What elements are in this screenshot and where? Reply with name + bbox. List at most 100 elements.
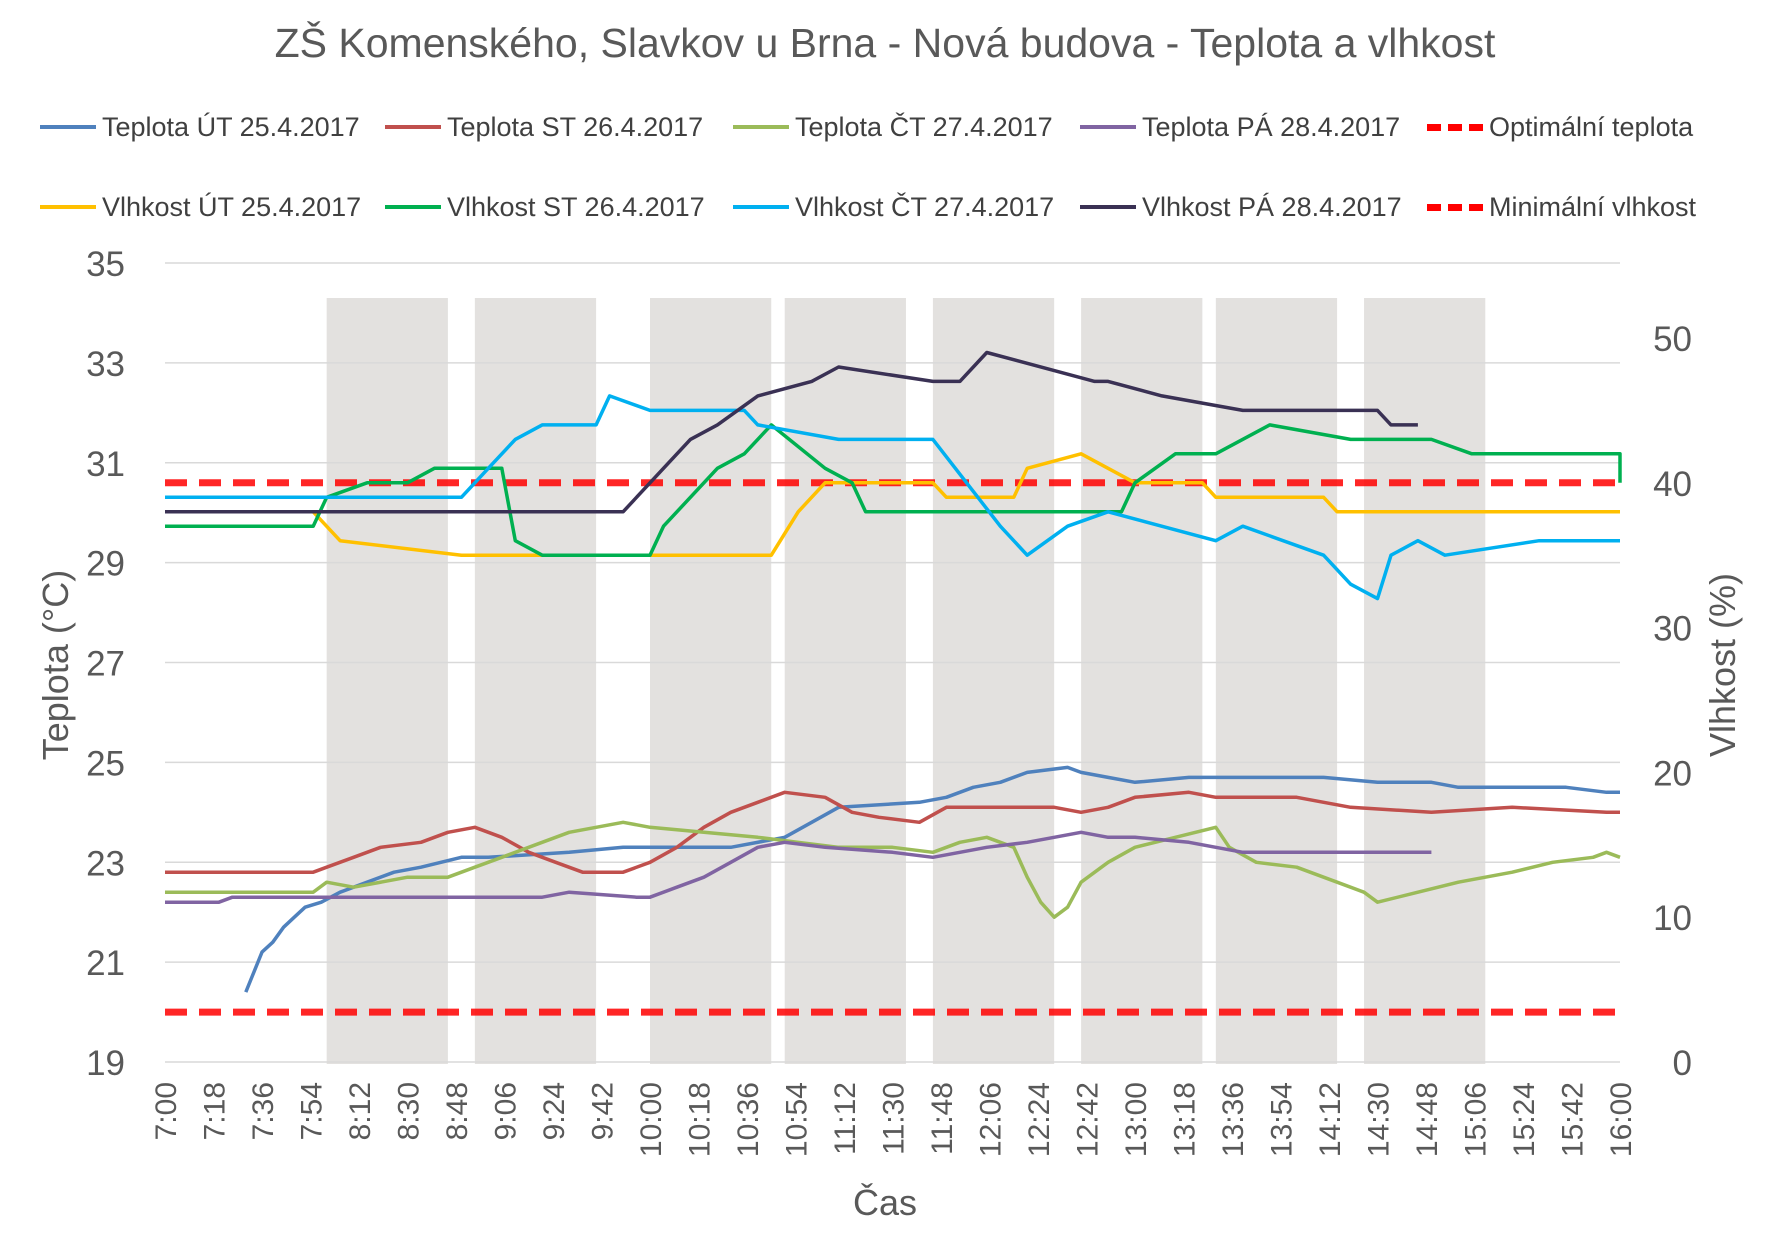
legend-swatch <box>1080 125 1136 129</box>
y-left-tick-label: 25 <box>86 744 125 783</box>
x-tick-label: 7:00 <box>150 1082 183 1140</box>
lesson-bands <box>326 298 1486 1064</box>
lesson-band-6 <box>1081 298 1203 1064</box>
x-tick-label: 12:42 <box>1072 1082 1105 1157</box>
legend-item: Vlhkost ST 26.4.2017 <box>385 187 705 227</box>
y-left-tick-label: 31 <box>86 445 125 484</box>
legend-label: Teplota ÚT 25.4.2017 <box>102 111 360 142</box>
x-tick-label: 16:00 <box>1605 1082 1638 1157</box>
gridlines <box>165 262 1620 1063</box>
x-tick-label: 10:00 <box>635 1082 668 1157</box>
legend-swatch <box>733 205 789 209</box>
lesson-band-1 <box>326 298 448 1064</box>
lesson-band-4 <box>784 298 906 1064</box>
x-tick-label: 13:36 <box>1217 1082 1250 1157</box>
y2-axis-label: Vlhkost (%) <box>1702 573 1743 757</box>
legend-label: Vlhkost ST 26.4.2017 <box>447 191 705 222</box>
y-left-tick-label: 19 <box>86 1044 125 1083</box>
x-axis-ticks: 7:00 7:18 7:36 7:54 8:12 8:30 8:48 9:06 9:24 9:42… <box>150 1082 1638 1157</box>
x-tick-label: 9:24 <box>538 1082 571 1140</box>
x-tick-label: 7:18 <box>199 1082 232 1140</box>
y-right-tick-label: 50 <box>1653 320 1692 359</box>
x-tick-label: 7:36 <box>247 1082 280 1140</box>
legend-item: Optimální teplota <box>1427 107 1693 147</box>
legend-item: Vlhkost PÁ 28.4.2017 <box>1080 187 1402 227</box>
y-right-tick-label: 10 <box>1653 899 1692 938</box>
legend-item: Vlhkost ČT 27.4.2017 <box>733 187 1054 227</box>
x-tick-label: 10:54 <box>781 1082 814 1157</box>
x-tick-label: 13:18 <box>1169 1082 1202 1157</box>
x-tick-label: 10:18 <box>684 1082 717 1157</box>
x-tick-label: 14:30 <box>1363 1082 1396 1157</box>
legend-row-1: Teplota ÚT 25.4.2017 Teplota ST 26.4.2017… <box>0 107 1770 147</box>
legend-label: Optimální teplota <box>1489 111 1694 142</box>
y-left-tick-label: 33 <box>86 345 125 384</box>
x-tick-label: 13:54 <box>1266 1082 1299 1157</box>
series-line-2 <box>165 790 1620 874</box>
legend-item: Teplota ČT 27.4.2017 <box>733 107 1053 147</box>
legend-label: Vlhkost PÁ 28.4.2017 <box>1142 191 1402 222</box>
x-tick-label: 8:12 <box>344 1082 377 1140</box>
x-tick-label: 8:48 <box>441 1082 474 1140</box>
series-line-8 <box>165 394 1620 601</box>
x-tick-label: 14:48 <box>1411 1082 1444 1157</box>
lesson-band-8 <box>1364 298 1486 1064</box>
legend-label: Teplota PÁ 28.4.2017 <box>1142 111 1401 142</box>
x-tick-label: 11:12 <box>829 1082 862 1155</box>
y-right-tick-label: 0 <box>1673 1044 1692 1083</box>
series-line-7 <box>165 423 1622 557</box>
y-axis-label: Teplota (°C) <box>35 570 76 760</box>
legend-swatch <box>385 205 441 209</box>
legend-row-2: Vlhkost ÚT 25.4.2017 Vlhkost ST 26.4.2017… <box>0 187 1770 227</box>
legend-swatch <box>1080 205 1136 209</box>
y-right-tick-label: 20 <box>1653 754 1692 793</box>
lesson-band-2 <box>474 298 597 1064</box>
y-left-tick-label: 29 <box>86 545 125 584</box>
series-line-9 <box>165 350 1418 514</box>
series-lines <box>165 350 1622 1016</box>
y-left-tick-label: 23 <box>86 844 125 883</box>
legend-swatch <box>1427 123 1483 131</box>
legend-label: Vlhkost ÚT 25.4.2017 <box>102 191 362 222</box>
lesson-band-5 <box>932 298 1055 1064</box>
x-tick-label: 11:30 <box>878 1082 911 1155</box>
legend-item: Teplota ST 26.4.2017 <box>385 107 703 147</box>
x-tick-label: 12:06 <box>975 1082 1008 1157</box>
y-right-tick-label: 30 <box>1653 610 1692 649</box>
y-left-tick-label: 27 <box>86 645 125 684</box>
legend-item: Vlhkost ÚT 25.4.2017 <box>40 187 361 227</box>
series-line-1 <box>244 765 1620 993</box>
y-axis-left-ticks: 19 21 23 25 27 29 31 33 35 <box>86 245 125 1083</box>
legend-label: Minimální vlhkost <box>1489 191 1697 222</box>
x-tick-label: 9:06 <box>490 1082 523 1140</box>
series-line-3 <box>165 820 1621 919</box>
legend-label: Teplota ČT 27.4.2017 <box>795 111 1053 142</box>
x-tick-label: 13:00 <box>1120 1082 1153 1157</box>
y-left-tick-label: 21 <box>86 944 125 983</box>
y-axis-right-ticks: 0 10 20 30 40 50 <box>1653 320 1692 1083</box>
legend-label: Teplota ST 26.4.2017 <box>447 111 704 142</box>
x-tick-label: 15:24 <box>1508 1082 1541 1157</box>
legend-item: Minimální vlhkost <box>1427 187 1696 227</box>
x-tick-label: 15:42 <box>1557 1082 1590 1157</box>
legend-swatch <box>733 125 789 129</box>
legend-label: Vlhkost ČT 27.4.2017 <box>795 191 1055 222</box>
legend-swatch <box>1427 203 1483 211</box>
series-line-6 <box>165 452 1620 557</box>
series-line-4 <box>165 830 1432 904</box>
x-tick-label: 8:30 <box>393 1082 426 1140</box>
legend-item: Teplota PÁ 28.4.2017 <box>1080 107 1400 147</box>
y-left-tick-label: 35 <box>86 245 125 284</box>
x-tick-label: 9:42 <box>587 1082 620 1140</box>
legend-item: Teplota ÚT 25.4.2017 <box>40 107 360 147</box>
x-tick-label: 10:36 <box>732 1082 765 1157</box>
chart-title: ZŠ Komenského, Slavkov u Brna - Nová bud… <box>274 20 1496 66</box>
y-right-tick-label: 40 <box>1653 465 1692 504</box>
lesson-band-3 <box>650 298 772 1064</box>
legend-swatch <box>40 205 96 209</box>
lesson-band-7 <box>1215 298 1338 1064</box>
x-tick-label: 11:48 <box>926 1082 959 1155</box>
x-tick-label: 14:12 <box>1314 1082 1347 1157</box>
x-tick-label: 12:24 <box>1023 1082 1056 1157</box>
